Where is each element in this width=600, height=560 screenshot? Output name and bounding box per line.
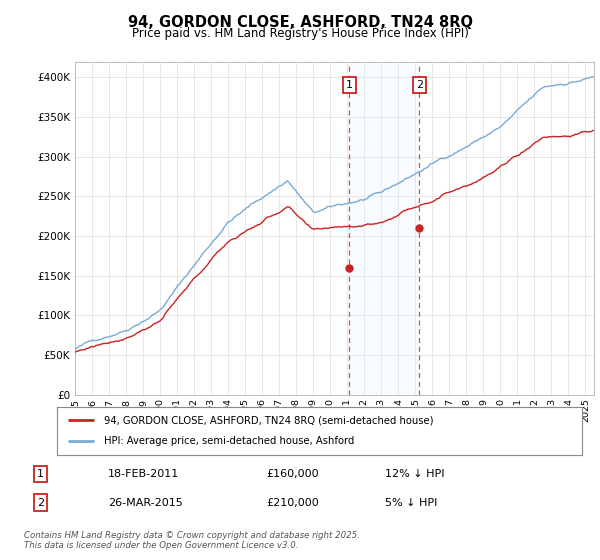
Text: 18-FEB-2011: 18-FEB-2011 bbox=[108, 469, 179, 479]
Text: 12% ↓ HPI: 12% ↓ HPI bbox=[385, 469, 444, 479]
Text: 2: 2 bbox=[37, 498, 44, 507]
Text: 94, GORDON CLOSE, ASHFORD, TN24 8RQ: 94, GORDON CLOSE, ASHFORD, TN24 8RQ bbox=[128, 15, 473, 30]
Text: 2: 2 bbox=[416, 80, 423, 90]
Text: £210,000: £210,000 bbox=[266, 498, 319, 507]
Text: 94, GORDON CLOSE, ASHFORD, TN24 8RQ (semi-detached house): 94, GORDON CLOSE, ASHFORD, TN24 8RQ (sem… bbox=[104, 416, 434, 426]
Text: £160,000: £160,000 bbox=[266, 469, 319, 479]
Text: 1: 1 bbox=[346, 80, 353, 90]
Text: HPI: Average price, semi-detached house, Ashford: HPI: Average price, semi-detached house,… bbox=[104, 436, 355, 446]
Text: 26-MAR-2015: 26-MAR-2015 bbox=[108, 498, 183, 507]
Text: 5% ↓ HPI: 5% ↓ HPI bbox=[385, 498, 437, 507]
Bar bbox=[349, 62, 419, 395]
Text: 1: 1 bbox=[37, 469, 44, 479]
Text: Contains HM Land Registry data © Crown copyright and database right 2025.
This d: Contains HM Land Registry data © Crown c… bbox=[24, 531, 360, 550]
Text: Price paid vs. HM Land Registry's House Price Index (HPI): Price paid vs. HM Land Registry's House … bbox=[131, 27, 469, 40]
